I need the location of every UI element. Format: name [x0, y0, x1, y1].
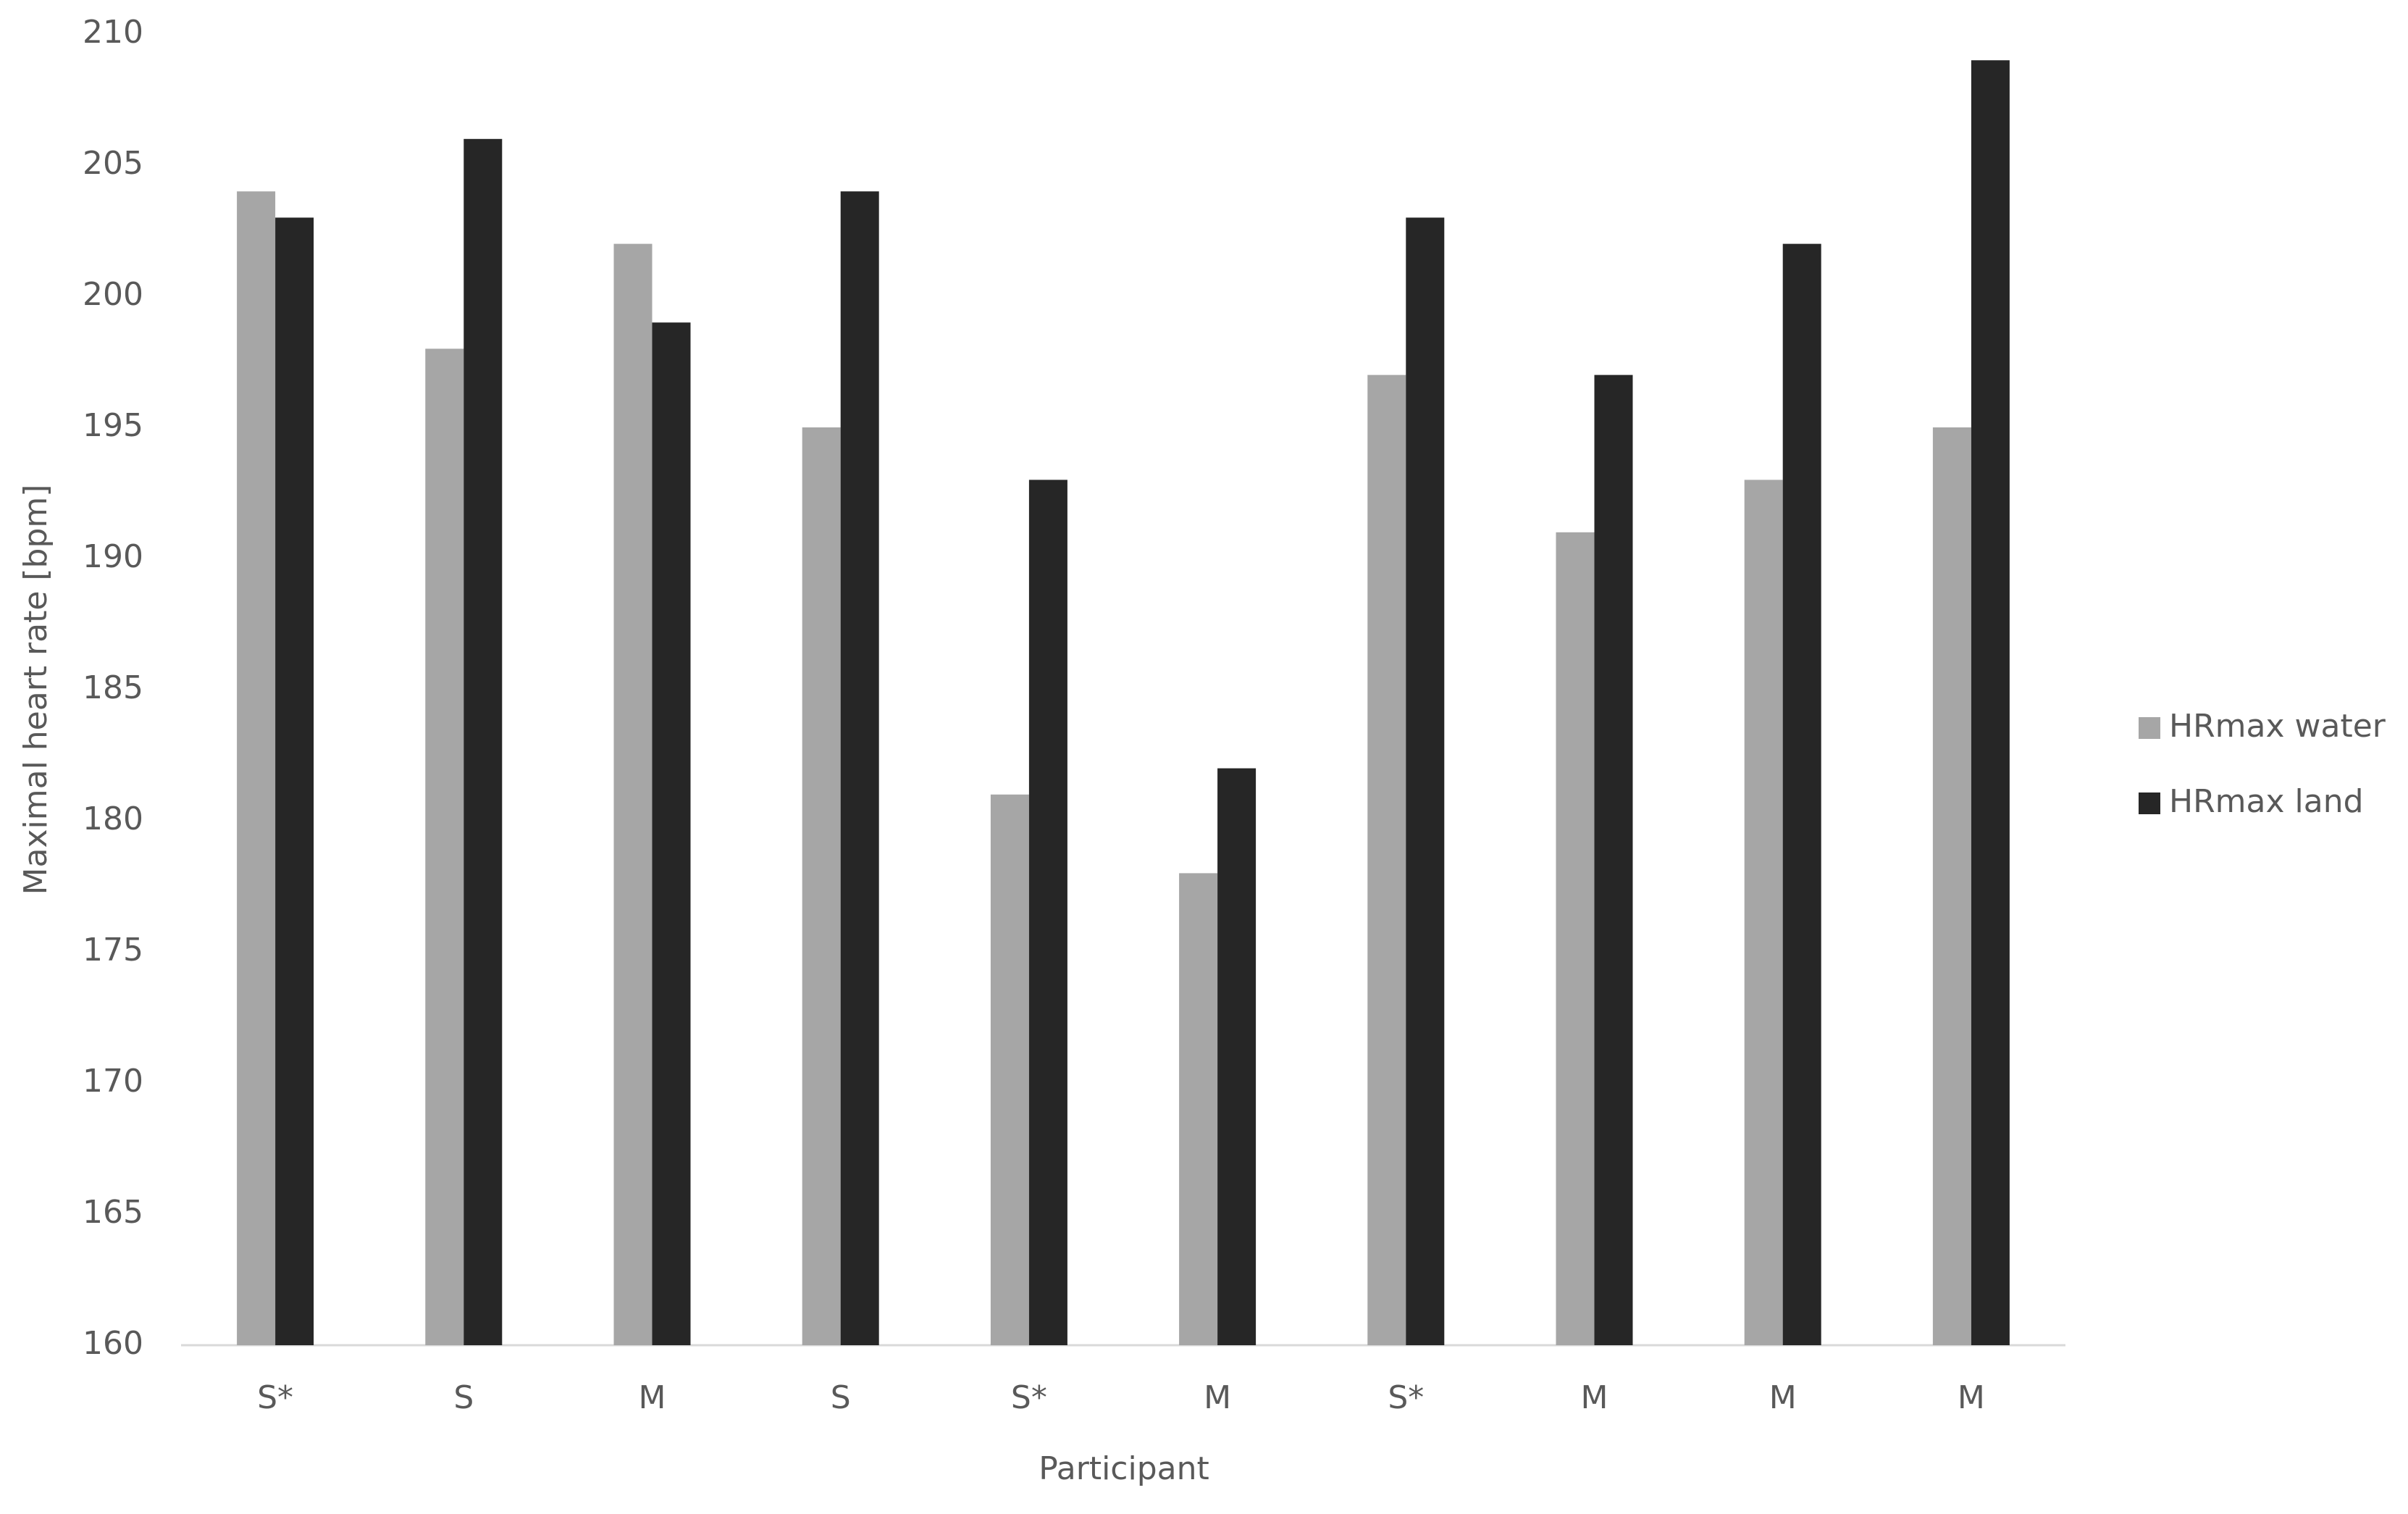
- y-tick-label: 195: [83, 407, 143, 444]
- bar: [840, 191, 879, 1346]
- x-tick-label: S*: [257, 1379, 293, 1416]
- y-tick-label: 165: [83, 1194, 143, 1231]
- bar: [1782, 243, 1821, 1346]
- bar: [1556, 532, 1595, 1345]
- bar: [652, 322, 691, 1346]
- y-axis-label: Maximal heart rate [bpm]: [17, 485, 54, 895]
- bar: [1594, 375, 1633, 1345]
- y-tick-label: 190: [83, 538, 143, 575]
- bar: [1028, 480, 1067, 1345]
- x-tick-label: M: [1958, 1379, 1985, 1416]
- bar: [1932, 427, 1971, 1345]
- bar: [613, 243, 653, 1346]
- y-tick-label: 175: [83, 932, 143, 969]
- y-tick-label: 210: [83, 14, 143, 51]
- x-tick-label: S: [453, 1379, 474, 1416]
- bar: [990, 794, 1029, 1345]
- bar: [1971, 60, 2010, 1346]
- bar: [463, 138, 503, 1345]
- legend-swatch: [2139, 792, 2160, 814]
- bar: [275, 217, 314, 1345]
- bar: [425, 348, 464, 1345]
- y-tick-label: 200: [83, 276, 143, 313]
- x-axis-label: Participant: [1039, 1450, 1209, 1487]
- x-tick-label: S*: [1011, 1379, 1047, 1416]
- bar: [1744, 480, 1783, 1345]
- y-tick-label: 205: [83, 145, 143, 182]
- y-tick-label: 160: [83, 1325, 143, 1362]
- bar: [1406, 217, 1445, 1345]
- x-tick-label: M: [639, 1379, 666, 1416]
- y-tick-label: 170: [83, 1063, 143, 1100]
- x-tick-label: S: [831, 1379, 851, 1416]
- bar: [802, 427, 841, 1345]
- y-tick-label: 185: [83, 669, 143, 706]
- legend-label: HRmax water: [2169, 708, 2386, 745]
- bar: [1367, 375, 1406, 1345]
- y-tick-label: 180: [83, 800, 143, 837]
- x-tick-label: M: [1769, 1379, 1797, 1416]
- x-tick-label: S*: [1388, 1379, 1424, 1416]
- bar: [1179, 873, 1218, 1345]
- x-tick-label: M: [1581, 1379, 1608, 1416]
- x-tick-label: M: [1204, 1379, 1231, 1416]
- legend-label: HRmax land: [2169, 783, 2364, 820]
- bar: [237, 191, 276, 1346]
- bar: [1217, 768, 1257, 1345]
- legend-swatch: [2139, 717, 2160, 739]
